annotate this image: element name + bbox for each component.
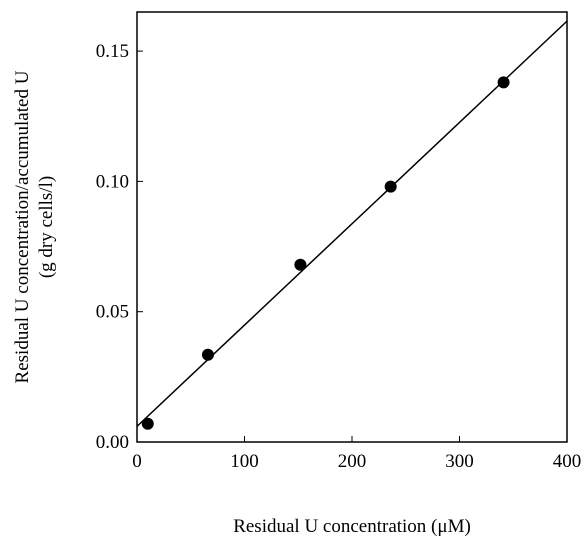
x-axis-ticks bbox=[136, 436, 568, 442]
x-axis-label: Residual U concentration (μM) bbox=[233, 516, 471, 537]
x-tick-label: 100 bbox=[230, 451, 259, 472]
x-axis-tick-labels: 0 100 200 300 400 bbox=[132, 451, 581, 472]
data-point bbox=[294, 258, 307, 271]
y-tick-label: 0.00 bbox=[96, 432, 129, 453]
x-tick-label: 200 bbox=[338, 451, 367, 472]
y-axis-label-line-2: (g dry cells/l) bbox=[36, 176, 57, 278]
y-axis-ticks bbox=[137, 50, 143, 443]
data-points bbox=[141, 76, 510, 430]
x-tick-label: 0 bbox=[132, 451, 142, 472]
x-tick-label: 300 bbox=[445, 451, 474, 472]
y-axis-label: Residual U concentration/accumulated U (… bbox=[12, 70, 57, 383]
data-point bbox=[141, 417, 154, 430]
y-tick-label: 0.05 bbox=[96, 302, 129, 323]
data-point bbox=[497, 76, 510, 89]
y-axis-tick-labels: 0.00 0.05 0.10 0.15 bbox=[96, 41, 129, 453]
y-tick-label: 0.15 bbox=[96, 41, 129, 62]
y-axis-label-line-1: Residual U concentration/accumulated U bbox=[12, 70, 33, 383]
y-tick-label: 0.10 bbox=[96, 171, 129, 192]
x-tick-label: 400 bbox=[553, 451, 582, 472]
data-point bbox=[201, 348, 214, 361]
data-point bbox=[384, 180, 397, 193]
